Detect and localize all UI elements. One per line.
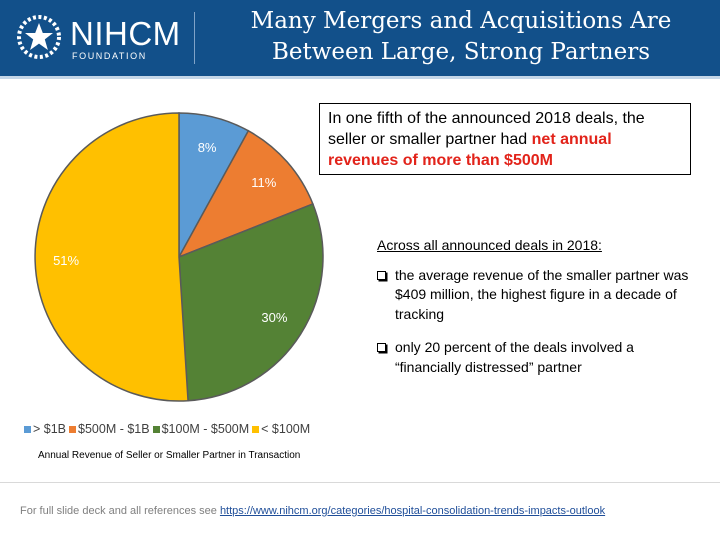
footer-link[interactable]: https://www.nihcm.org/categories/hospita… [219,505,606,517]
checkbox-bullet-icon [377,270,386,280]
legend-item-4: < $100M [252,422,310,436]
callout-text: seller or smaller partner had [328,131,532,148]
logo-name: NIHCM [70,15,181,52]
footer: For full slide deck and all references s… [20,505,605,517]
legend-item-3: $100M - $500M [152,422,250,436]
footer-text: For full slide deck and all references s… [20,505,220,517]
callout-emphasis-1: net annual [531,131,612,148]
title-line-1: Many Mergers and Acquisitions Are [250,8,672,34]
pie-label-2: 11% [251,175,276,190]
footer-rule [0,482,720,483]
header-divider [194,12,195,64]
callout-box: In one fifth of the announced 2018 deals… [319,103,691,175]
pie-slice-2 [177,129,314,259]
legend-label-1: > $1B [33,422,67,436]
pie-label-3: 30% [261,310,287,325]
revenue-pie-chart: 8% 11% 30% 51% [34,112,324,402]
legend-swatch-4 [252,425,260,433]
fact-item-1: the average revenue of the smaller partn… [377,266,697,325]
callout-line-2: seller or smaller partner had net annual [328,129,682,150]
chart-caption: Annual Revenue of Seller or Smaller Part… [38,450,301,461]
logo-subtitle: FOUNDATION [72,51,147,61]
legend-item-2: $500M - $1B [69,422,150,436]
legend-swatch-2 [69,425,77,433]
title-line-2: Between Large, Strong Partners [271,39,651,65]
chart-legend: > $1B $500M - $1B $100M - $500M < $100M [24,421,313,437]
fact-text-1: the average revenue of the smaller partn… [395,266,689,322]
callout-emphasis-2: revenues of more than $500M [328,152,553,169]
nihcm-logo[interactable]: NIHCM FOUNDATION [16,14,196,61]
pie-label-4: 51% [53,253,79,268]
header-rule [0,76,720,79]
pie-label-1: 8% [198,140,217,155]
legend-swatch-3 [152,425,160,433]
fact-item-2: only 20 percent of the deals involved a … [377,338,697,377]
slide-title: Many Mergers and Acquisitions Are Betwee… [206,6,716,70]
legend-label-2: $500M - $1B [78,422,150,436]
header-bar: NIHCM FOUNDATION Many Mergers and Acquis… [0,0,720,76]
legend-swatch-1 [24,425,31,433]
facts-heading: Across all announced deals in 2018: [377,237,602,253]
pie-slice-3 [178,203,324,402]
facts-panel: Across all announced deals in 2018: the … [377,236,697,391]
callout-line-1: In one fifth of the announced 2018 deals… [328,110,645,127]
legend-label-3: $100M - $500M [161,422,250,436]
legend-label-4: < $100M [261,422,311,436]
fact-text-2: only 20 percent of the deals involved a … [395,339,634,375]
checkbox-bullet-icon [377,343,386,352]
pie-slice-4 [34,112,189,402]
star-logo-icon [17,15,61,59]
legend-item-1: > $1B [24,422,66,436]
